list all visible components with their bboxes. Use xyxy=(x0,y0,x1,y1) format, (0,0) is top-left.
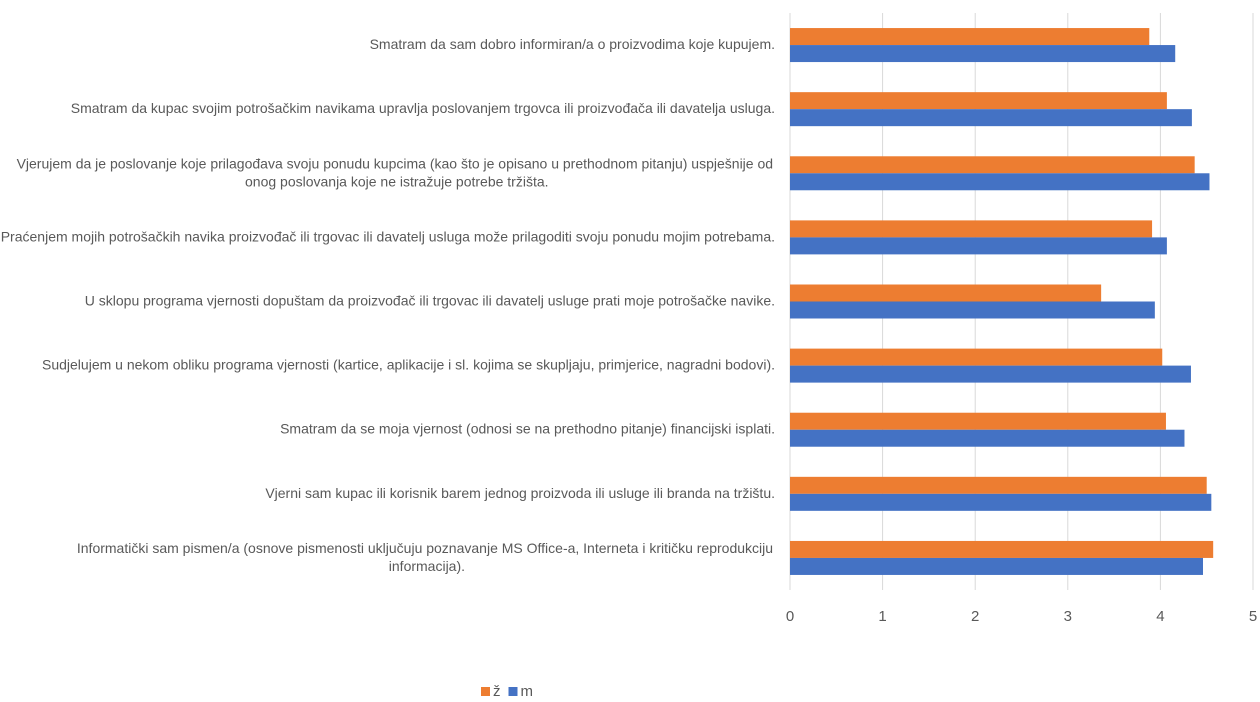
category-label: Smatram da sam dobro informiran/a o proi… xyxy=(370,36,775,52)
category-label: U sklopu programa vjernosti dopuštam da … xyxy=(85,292,775,308)
category-label-line: Smatram da se moja vjernost (odnosi se n… xyxy=(280,420,775,436)
category-label-line: Informatički sam pismen/a (osnove pismen… xyxy=(77,540,777,556)
bar xyxy=(790,173,1210,191)
category-label: Vjerujem da je poslovanje koje prilagođa… xyxy=(17,155,777,189)
bar xyxy=(790,220,1153,238)
category-label-line: Smatram da sam dobro informiran/a o proi… xyxy=(370,36,775,52)
bar xyxy=(790,429,1185,447)
bar xyxy=(790,412,1166,430)
x-tick-label: 4 xyxy=(1156,608,1164,625)
bar xyxy=(790,476,1207,494)
category-label-line: Smatram da kupac svojim potrošačkim navi… xyxy=(71,100,775,116)
x-tick-label: 2 xyxy=(971,608,979,625)
category-label: Smatram da se moja vjernost (odnosi se n… xyxy=(280,420,775,436)
legend-label: m xyxy=(521,683,534,700)
bar xyxy=(790,540,1214,558)
category-label: Praćenjem mojih potrošačkih navika proiz… xyxy=(1,228,775,244)
category-label-line: onog poslovanja koje ne istražuje potreb… xyxy=(245,173,549,189)
category-label-line: Sudjelujem u nekom obliku programa vjern… xyxy=(42,356,775,372)
x-tick-label: 0 xyxy=(786,608,794,625)
category-label-line: U sklopu programa vjernosti dopuštam da … xyxy=(85,292,775,308)
category-label-line: informacija). xyxy=(389,558,465,574)
x-tick-label: 5 xyxy=(1249,608,1257,625)
category-label: Smatram da kupac svojim potrošačkim navi… xyxy=(71,100,775,116)
bar xyxy=(790,156,1195,174)
bar xyxy=(790,493,1212,511)
x-tick-label: 1 xyxy=(878,608,886,625)
bar xyxy=(790,284,1102,302)
bar xyxy=(790,557,1203,575)
category-label: Sudjelujem u nekom obliku programa vjern… xyxy=(42,356,775,372)
bar xyxy=(790,45,1176,63)
category-label: Informatički sam pismen/a (osnove pismen… xyxy=(77,540,777,574)
bar xyxy=(790,301,1155,319)
legend-swatch xyxy=(481,687,490,696)
legend-swatch xyxy=(508,687,518,696)
legend-label: ž xyxy=(493,683,501,700)
category-label-line: Vjerni sam kupac ili korisnik barem jedn… xyxy=(265,485,775,501)
bar xyxy=(790,348,1163,366)
bar xyxy=(790,237,1167,255)
category-label-line: Praćenjem mojih potrošačkih navika proiz… xyxy=(1,228,775,244)
bar xyxy=(790,28,1150,46)
bar xyxy=(790,109,1192,127)
bar xyxy=(790,92,1167,110)
x-tick-label: 3 xyxy=(1064,608,1072,625)
category-label: Vjerni sam kupac ili korisnik barem jedn… xyxy=(265,485,775,501)
bar xyxy=(790,365,1191,383)
category-label-line: Vjerujem da je poslovanje koje prilagođa… xyxy=(17,155,777,171)
